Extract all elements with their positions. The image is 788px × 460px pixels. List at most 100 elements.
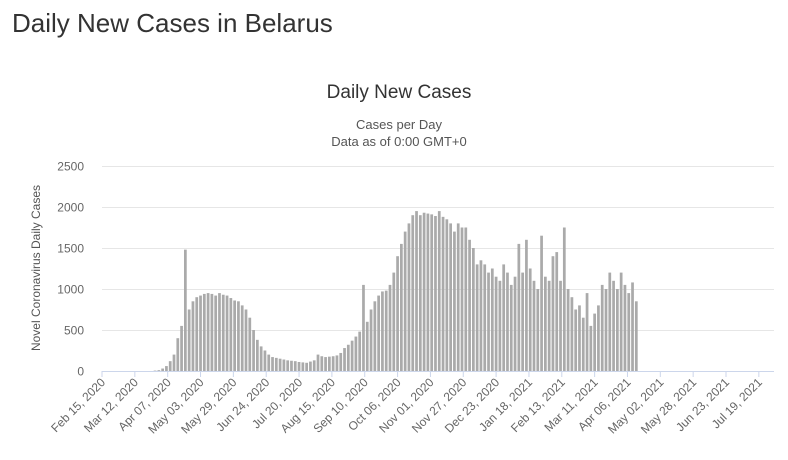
bar[interactable] bbox=[199, 295, 202, 371]
bar[interactable] bbox=[309, 361, 312, 371]
bar[interactable] bbox=[328, 356, 331, 371]
bar[interactable] bbox=[274, 357, 278, 371]
bar[interactable] bbox=[521, 272, 524, 371]
bar[interactable] bbox=[517, 243, 521, 371]
bar[interactable] bbox=[229, 298, 233, 371]
bar[interactable] bbox=[506, 272, 509, 371]
bar[interactable] bbox=[263, 350, 267, 372]
bar[interactable] bbox=[528, 268, 532, 372]
bar[interactable] bbox=[498, 280, 502, 371]
bar[interactable] bbox=[365, 321, 369, 371]
bar[interactable] bbox=[176, 338, 180, 371]
bar[interactable] bbox=[331, 356, 335, 371]
bar[interactable] bbox=[441, 216, 445, 371]
bar[interactable] bbox=[574, 309, 578, 372]
bar[interactable] bbox=[540, 235, 543, 371]
bar[interactable] bbox=[509, 284, 513, 371]
bar[interactable] bbox=[589, 325, 593, 371]
bar[interactable] bbox=[286, 360, 290, 371]
bar[interactable] bbox=[157, 370, 161, 371]
bar[interactable] bbox=[324, 357, 327, 371]
bar[interactable] bbox=[551, 256, 555, 371]
bar[interactable] bbox=[616, 289, 619, 371]
bar[interactable] bbox=[604, 289, 608, 371]
bar[interactable] bbox=[305, 362, 308, 371]
bar[interactable] bbox=[248, 317, 252, 371]
bar[interactable] bbox=[475, 264, 479, 371]
bar[interactable] bbox=[494, 276, 498, 371]
bar[interactable] bbox=[453, 231, 456, 371]
bar[interactable] bbox=[244, 309, 248, 372]
bar[interactable] bbox=[187, 309, 191, 372]
bar[interactable] bbox=[555, 252, 559, 371]
bar[interactable] bbox=[256, 339, 259, 371]
bar[interactable] bbox=[559, 280, 562, 371]
bar[interactable] bbox=[460, 227, 464, 372]
bar[interactable] bbox=[612, 280, 615, 371]
bar[interactable] bbox=[536, 289, 540, 371]
bar[interactable] bbox=[502, 264, 506, 371]
bar[interactable] bbox=[619, 272, 623, 371]
bar[interactable] bbox=[377, 295, 380, 371]
bar[interactable] bbox=[346, 344, 350, 371]
bar[interactable] bbox=[437, 211, 441, 371]
bar[interactable] bbox=[623, 284, 627, 371]
bar[interactable] bbox=[578, 305, 581, 371]
bar[interactable] bbox=[566, 289, 570, 371]
bar[interactable] bbox=[354, 336, 358, 371]
bar[interactable] bbox=[581, 317, 585, 371]
bar[interactable] bbox=[513, 276, 517, 371]
bar[interactable] bbox=[384, 290, 388, 371]
bar[interactable] bbox=[396, 256, 399, 371]
bar[interactable] bbox=[634, 301, 638, 371]
bar[interactable] bbox=[312, 360, 316, 371]
bar[interactable] bbox=[434, 216, 437, 371]
bar[interactable] bbox=[350, 340, 354, 371]
bar[interactable] bbox=[597, 305, 600, 371]
bar[interactable] bbox=[369, 309, 373, 372]
bar[interactable] bbox=[339, 352, 343, 371]
bar[interactable] bbox=[608, 272, 612, 371]
bar[interactable] bbox=[585, 293, 589, 371]
bar[interactable] bbox=[225, 295, 229, 371]
bar[interactable] bbox=[271, 357, 274, 371]
bar[interactable] bbox=[362, 284, 365, 371]
bar[interactable] bbox=[483, 264, 487, 371]
bar[interactable] bbox=[358, 331, 362, 371]
bar[interactable] bbox=[206, 293, 210, 371]
bar[interactable] bbox=[445, 219, 449, 371]
bar[interactable] bbox=[381, 291, 384, 371]
bar[interactable] bbox=[165, 366, 168, 371]
bar[interactable] bbox=[316, 354, 320, 371]
bar[interactable] bbox=[240, 305, 244, 371]
bar[interactable] bbox=[320, 356, 324, 371]
bar[interactable] bbox=[278, 358, 282, 371]
bar[interactable] bbox=[210, 293, 214, 371]
bar[interactable] bbox=[449, 223, 452, 371]
bar[interactable] bbox=[388, 284, 392, 371]
bar[interactable] bbox=[593, 313, 596, 371]
bar[interactable] bbox=[456, 223, 460, 371]
bar[interactable] bbox=[267, 354, 271, 371]
bar[interactable] bbox=[430, 214, 434, 371]
bar[interactable] bbox=[290, 360, 293, 371]
bar[interactable] bbox=[544, 276, 547, 371]
bar[interactable] bbox=[184, 249, 187, 371]
bar[interactable] bbox=[282, 359, 286, 371]
bar[interactable] bbox=[293, 361, 297, 371]
bar[interactable] bbox=[400, 243, 403, 371]
bar[interactable] bbox=[218, 293, 221, 371]
bar[interactable] bbox=[168, 361, 172, 371]
bar[interactable] bbox=[301, 362, 305, 371]
bar[interactable] bbox=[415, 211, 418, 371]
bar[interactable] bbox=[631, 282, 634, 371]
bar[interactable] bbox=[600, 284, 604, 371]
bar[interactable] bbox=[426, 213, 430, 371]
bar[interactable] bbox=[172, 354, 176, 371]
bar[interactable] bbox=[343, 348, 346, 371]
bar[interactable] bbox=[373, 301, 377, 371]
bar[interactable] bbox=[627, 293, 631, 371]
bar[interactable] bbox=[464, 227, 468, 372]
bar[interactable] bbox=[422, 212, 426, 371]
bar[interactable] bbox=[202, 293, 206, 371]
